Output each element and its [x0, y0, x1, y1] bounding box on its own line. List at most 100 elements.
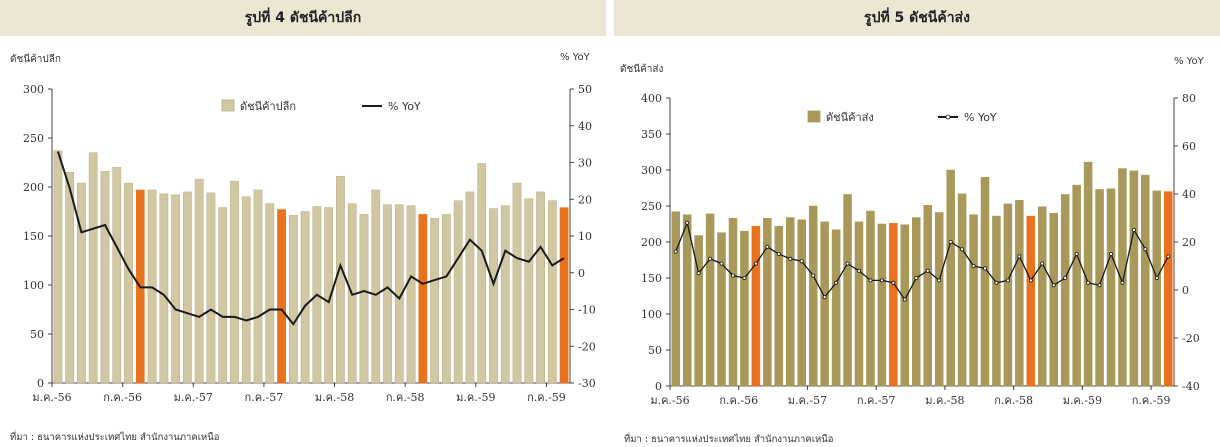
wholesale-yoy-point	[719, 261, 724, 266]
wholesale-bar-highlight	[1164, 191, 1173, 387]
retail-right-tick-label: 10	[578, 230, 592, 243]
retail-bar	[430, 218, 439, 384]
retail-bar	[383, 204, 392, 384]
retail-left-axis-label: ดัชนีค้าปลีก	[10, 54, 61, 65]
wholesale-yoy-point	[1097, 283, 1102, 288]
retail-bar	[124, 182, 133, 384]
retail-right-tick-label: 0	[578, 267, 585, 280]
wholesale-left-tick-label: 100	[641, 308, 662, 321]
wholesale-yoy-point	[708, 256, 713, 261]
wholesale-bar	[877, 223, 887, 387]
wholesale-bar	[671, 211, 680, 387]
wholesale-bar	[866, 210, 875, 387]
wholesale-bar	[992, 215, 1001, 387]
wholesale-yoy-point	[1131, 227, 1136, 232]
retail-left-tick-label: 200	[23, 181, 44, 194]
wholesale-bar	[1141, 174, 1150, 387]
retail-left-tick-label: 50	[30, 328, 44, 341]
retail-chart-title: รูปที่ 4 ดัชนีค้าปลีก	[0, 0, 606, 36]
wholesale-bar	[763, 217, 772, 387]
wholesale-right-tick-label: 40	[1182, 188, 1196, 201]
retail-bar	[406, 205, 416, 384]
wholesale-yoy-point	[834, 280, 839, 285]
retail-left-tick-label: 100	[23, 279, 44, 292]
wholesale-bar	[705, 213, 715, 387]
retail-legend-bar-label: ดัชนีค้าปลีก	[240, 100, 296, 113]
wholesale-right-tick-label: 20	[1182, 236, 1196, 249]
wholesale-legend-line-label: % YoY	[964, 111, 997, 124]
wholesale-bar	[1015, 199, 1024, 387]
wholesale-bar	[1118, 168, 1127, 387]
wholesale-yoy-point	[1074, 251, 1079, 256]
wholesale-bar	[1003, 203, 1013, 387]
retail-legend-line-label: % YoY	[388, 100, 421, 113]
retail-bar-highlight	[559, 207, 569, 384]
retail-bar	[253, 189, 263, 384]
retail-left-tick-label: 300	[23, 83, 44, 96]
wholesale-bar	[912, 217, 921, 387]
wholesale-right-tick-label: 60	[1182, 140, 1196, 153]
wholesale-yoy-point	[731, 273, 736, 278]
wholesale-bar	[831, 229, 841, 387]
retail-x-tick-label: ม.ค.-59	[456, 391, 495, 404]
wholesale-x-tick-label: ม.ค.-59	[1063, 394, 1102, 407]
retail-x-tick-label: ม.ค.-58	[315, 391, 354, 404]
wholesale-legend-line-marker	[945, 114, 951, 120]
retail-legend-bar-swatch	[221, 99, 235, 112]
retail-bar	[489, 208, 498, 384]
wholesale-bar	[1129, 170, 1139, 387]
retail-bar	[183, 191, 192, 384]
wholesale-bar	[1038, 206, 1047, 387]
wholesale-yoy-point	[1005, 278, 1010, 283]
retail-x-tick-label: ก.ค.-57	[245, 391, 284, 404]
retail-index-panel: รูปที่ 4 ดัชนีค้าปลีก ดัชนีค้าปลีก % YoY…	[0, 0, 606, 447]
retail-right-tick-label: 20	[578, 193, 592, 206]
wholesale-x-tick-label: ม.ค.-57	[788, 394, 827, 407]
wholesale-index-panel: รูปที่ 5 ดัชนีค้าส่ง ดัชนีค้าส่ง % YoY 0…	[614, 0, 1220, 447]
wholesale-bar	[843, 194, 852, 387]
wholesale-right-tick-label: -40	[1182, 380, 1200, 393]
wholesale-yoy-point	[925, 268, 930, 273]
retail-bar	[230, 180, 239, 384]
wholesale-left-tick-label: 250	[641, 200, 662, 213]
wholesale-bar	[774, 225, 784, 387]
retail-x-tick-label: ก.ค.-59	[527, 391, 566, 404]
wholesale-left-tick-label: 0	[655, 380, 662, 393]
retail-bar	[359, 214, 369, 384]
wholesale-chart-title: รูปที่ 5 ดัชนีค้าส่ง	[614, 0, 1220, 36]
retail-bar	[547, 200, 557, 384]
wholesale-yoy-point	[788, 256, 793, 261]
wholesale-yoy-point	[891, 280, 896, 285]
wholesale-left-tick-label: 150	[641, 272, 662, 285]
wholesale-bar	[934, 212, 944, 387]
wholesale-yoy-point	[1028, 278, 1033, 283]
retail-right-tick-label: -10	[578, 304, 596, 317]
wholesale-bar	[969, 214, 978, 387]
wholesale-yoy-point	[1063, 275, 1068, 280]
wholesale-yoy-point	[811, 273, 816, 278]
wholesale-right-tick-label: 0	[1182, 284, 1189, 297]
wholesale-index-chart: 0 50 100 150 200 250 300 350 400 -40 -20 0 20 40 60 80 ม…	[641, 92, 1200, 407]
wholesale-bar	[820, 221, 829, 387]
wholesale-source-note: ที่มา : ธนาคารแห่งประเทศไทย สำนักงานภาคเ…	[624, 434, 834, 445]
wholesale-bar	[946, 169, 955, 387]
retail-source-note: ที่มา : ธนาคารแห่งประเทศไทย สำนักงานภาคเ…	[10, 432, 220, 443]
wholesale-left-tick-label: 200	[641, 236, 662, 249]
retail-bar	[53, 150, 63, 384]
wholesale-bar	[1106, 188, 1116, 387]
wholesale-bar-highlight	[1026, 215, 1036, 387]
wholesale-yoy-point	[856, 268, 861, 273]
retail-bar	[477, 163, 487, 384]
wholesale-yoy-line	[675, 220, 1169, 301]
wholesale-yoy-point	[960, 247, 965, 252]
retail-bar	[288, 215, 298, 384]
wholesale-yoy-point	[1051, 283, 1056, 288]
wholesale-yoy-point	[822, 295, 827, 300]
wholesale-yoy-point	[1120, 280, 1125, 285]
wholesale-yoy-point	[1143, 247, 1148, 252]
retail-right-tick-label: 50	[578, 83, 592, 96]
wholesale-yoy-point	[971, 263, 976, 268]
wholesale-bar	[1060, 194, 1070, 387]
wholesale-x-tick-label: ม.ค.-58	[925, 394, 964, 407]
wholesale-yoy-point	[914, 275, 919, 280]
